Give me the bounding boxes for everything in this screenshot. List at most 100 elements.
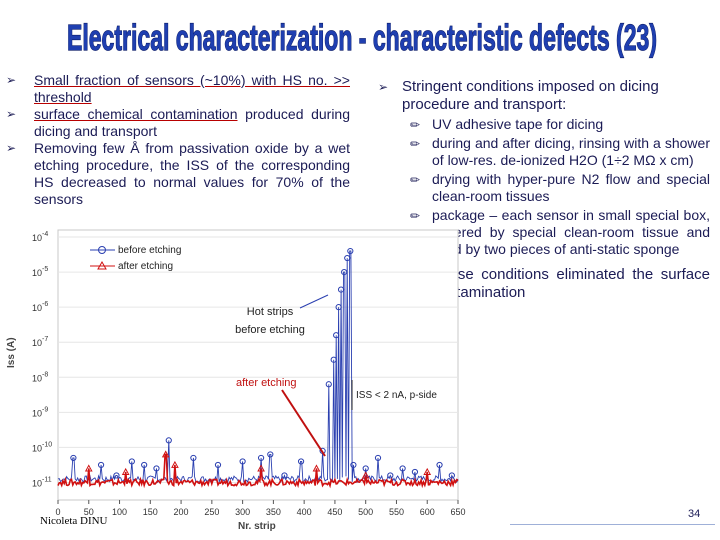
right-item-1-text: UV adhesive tape for dicing	[432, 116, 604, 132]
legend-marker-after	[97, 260, 107, 270]
hot-strips-arrow	[299, 294, 329, 309]
right-item-1: ✏ UV adhesive tape for dicing	[378, 116, 710, 133]
y-tick-label: 10-11	[32, 476, 52, 488]
data-point-before	[141, 461, 148, 469]
arrow-bullet-icon: ➢	[378, 80, 389, 94]
right-conclusion-text: These conditions eliminated the surface …	[432, 266, 710, 301]
x-tick-label: 500	[358, 507, 373, 517]
plot-legend: before etching after etching	[90, 245, 181, 272]
right-item-3: ✏ drying with hyper-pure N2 flow and spe…	[378, 171, 710, 205]
data-point-before	[362, 465, 369, 472]
hot-strips-label-2: before etching	[235, 324, 305, 336]
x-tick-label: 50	[84, 507, 94, 517]
data-point-before	[387, 472, 394, 479]
data-point-before	[113, 472, 120, 479]
data-point-before	[190, 454, 197, 462]
left-bullet-list: ➢ Small fraction of sensors (~10%) with …	[6, 72, 350, 208]
plot-frame	[57, 229, 459, 501]
slide-title-text: Electrical characterization - characteri…	[67, 17, 657, 58]
y-axis-ticks: 10-11 10-10 10-9 10-8 10-7 10-6 10-5 10-4	[32, 231, 52, 488]
left-bullet-1: ➢ Small fraction of sensors (~10%) with …	[6, 72, 350, 106]
iss-threshold-annotation: ISS < 2 nA, p-side	[356, 390, 437, 401]
pen-bullet-icon: ✏	[410, 173, 421, 187]
left-bullet-2-rest: produced during dicing and transport	[34, 106, 350, 139]
left-bullet-2: ➢ surface chemical contamination produce…	[6, 106, 350, 140]
data-point-before	[281, 472, 288, 479]
data-point-before	[70, 454, 77, 462]
data-point-before	[267, 451, 274, 458]
data-point-before	[297, 458, 305, 465]
x-tick-label: 100	[112, 507, 127, 517]
y-tick-exponent: -6	[42, 301, 48, 308]
y-tick-label: 10-6	[32, 301, 48, 313]
left-bullet-1-text: Small fraction of sensors (~10%) with HS…	[34, 72, 350, 105]
data-point-after	[312, 464, 321, 472]
data-point-before	[239, 458, 246, 465]
y-tick-exponent: -10	[42, 441, 52, 448]
legend-marker-before	[98, 246, 106, 254]
arrow-bullet-icon: ➢	[6, 73, 17, 87]
y-tick-label: 10-8	[32, 371, 48, 383]
pen-bullet-icon: ✏	[410, 137, 421, 151]
data-point-before	[399, 465, 406, 472]
data-point-before	[411, 468, 419, 476]
arrow-bullet-icon: ➢	[6, 141, 17, 155]
x-axis-ticks: 0 50 100 150 200 250 300 350 400 450 500 550 600 650	[55, 500, 466, 517]
data-point-before	[374, 454, 382, 462]
legend-after: after etching	[118, 261, 173, 272]
data-point-before	[128, 458, 135, 465]
x-axis-label: Nr. strip	[238, 521, 276, 532]
y-tick-label: 10-4	[32, 231, 48, 243]
y-tick-label: 10-7	[32, 336, 48, 348]
data-point-before	[325, 381, 332, 388]
data-point-after	[257, 464, 265, 472]
after-etching-arrow	[281, 389, 326, 457]
y-tick-exponent: -11	[42, 476, 52, 483]
x-tick-label: 250	[204, 507, 219, 517]
footer-divider	[510, 524, 715, 525]
right-item-3-text: drying with hyper-pure N2 flow and speci…	[432, 171, 710, 204]
plot-series	[57, 247, 459, 489]
x-tick-label: 150	[143, 507, 158, 517]
data-point-after	[423, 467, 432, 475]
y-tick-exponent: -7	[42, 336, 48, 343]
x-tick-label: 200	[174, 507, 189, 517]
data-point-before	[350, 461, 357, 469]
x-tick-label: 600	[420, 507, 435, 517]
data-point-before	[347, 247, 354, 255]
data-point-before	[337, 286, 345, 293]
data-point-before	[257, 454, 265, 462]
y-tick-exponent: -4	[42, 231, 48, 238]
right-item-2-text: during and after dicing, rinsing with a …	[432, 135, 710, 168]
pen-bullet-icon: ✏	[410, 118, 421, 132]
data-point-before	[153, 465, 160, 472]
x-tick-label: 0	[55, 507, 60, 517]
y-tick-exponent: -5	[42, 266, 48, 273]
data-point-before	[344, 254, 351, 262]
y-tick-exponent: -8	[42, 371, 48, 378]
hot-strips-label-1: Hot strips	[247, 306, 294, 318]
right-panel: ➢ Stringent conditions imposed on dicing…	[378, 78, 710, 302]
data-point-after	[161, 450, 170, 458]
page-number: 34	[688, 508, 701, 520]
right-heading-text: Stringent conditions imposed on dicing p…	[402, 78, 659, 113]
data-point-before	[341, 268, 348, 276]
x-tick-label: 550	[389, 507, 404, 517]
x-tick-label: 450	[327, 507, 342, 517]
series-line-after	[57, 453, 459, 489]
data-point-before	[335, 304, 342, 311]
right-heading: ➢ Stringent conditions imposed on dicing…	[378, 78, 710, 114]
y-tick-exponent: -9	[42, 406, 48, 413]
data-point-after	[121, 467, 130, 475]
slide-title: Electrical characterization - characteri…	[66, 16, 657, 58]
right-item-2: ✏ during and after dicing, rinsing with …	[378, 135, 710, 169]
left-bullet-3: ➢ Removing few Å from passivation oxide …	[6, 140, 350, 208]
x-tick-label: 400	[297, 507, 312, 517]
data-point-before	[330, 356, 337, 363]
data-point-before	[436, 461, 443, 469]
y-tick-label: 10-10	[32, 441, 52, 453]
data-point-after	[84, 464, 93, 472]
pen-bullet-icon: ✏	[410, 209, 421, 223]
author-name: Nicoleta DINU	[40, 515, 108, 527]
right-item-4-text: package – each sensor in small special b…	[432, 207, 710, 257]
